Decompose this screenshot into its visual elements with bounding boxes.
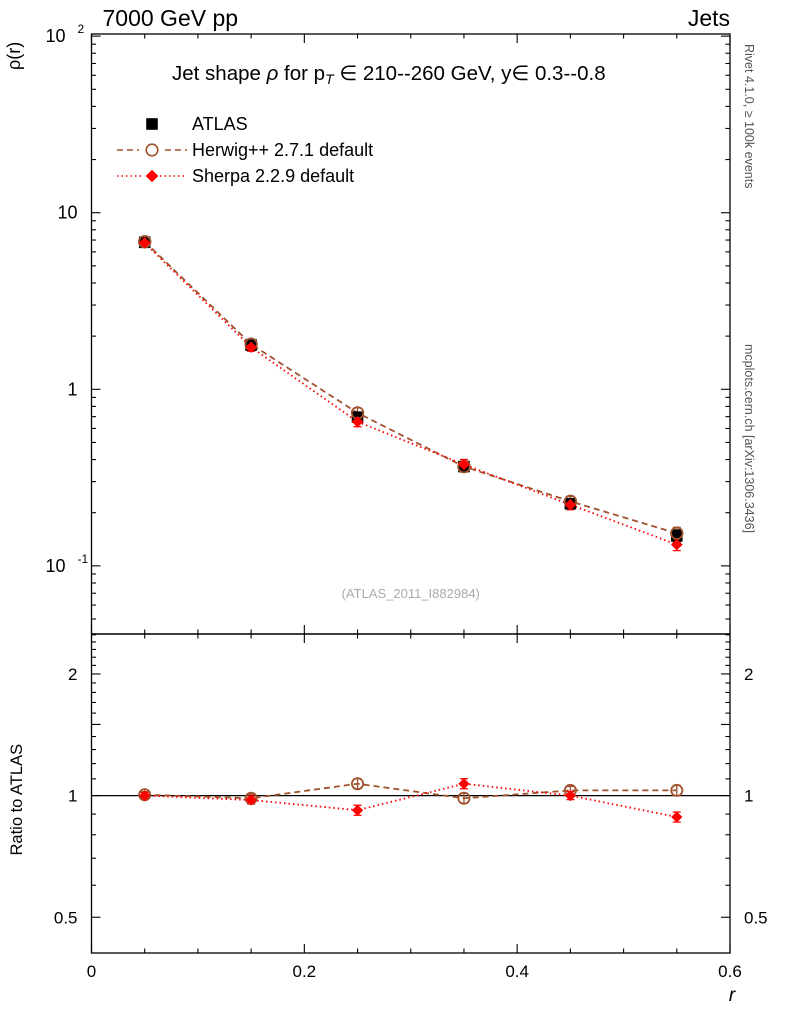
svg-text:ATLAS: ATLAS: [192, 114, 248, 134]
svg-text:(ATLAS_2011_I882984): (ATLAS_2011_I882984): [342, 586, 480, 601]
svg-text:Jet shape ρ for pT ∈ 210--260: Jet shape ρ for pT ∈ 210--260 GeV, y∈ 0.…: [172, 62, 606, 87]
svg-text:0: 0: [87, 962, 96, 981]
svg-text:Sherpa 2.2.9 default: Sherpa 2.2.9 default: [192, 166, 354, 186]
svg-text:2: 2: [744, 665, 753, 684]
svg-text:ρ(r): ρ(r): [4, 42, 24, 70]
svg-text:Ratio to ATLAS: Ratio to ATLAS: [8, 744, 26, 856]
svg-text:Herwig++ 2.7.1 default: Herwig++ 2.7.1 default: [192, 140, 373, 160]
svg-text:Jets: Jets: [688, 5, 730, 31]
svg-text:Rivet 4.1.0, ≥ 100k events: Rivet 4.1.0, ≥ 100k events: [742, 44, 756, 188]
svg-text:mcplots.cern.ch [arXiv:1306.34: mcplots.cern.ch [arXiv:1306.3436]: [742, 344, 756, 533]
svg-text:10: 10: [57, 203, 77, 223]
svg-text:10: 10: [45, 556, 65, 576]
svg-text:0.4: 0.4: [505, 962, 529, 981]
svg-text:7000 GeV pp: 7000 GeV pp: [103, 5, 239, 31]
svg-text:0.2: 0.2: [293, 962, 317, 981]
svg-text:-1: -1: [78, 552, 89, 566]
svg-text:0.6: 0.6: [718, 962, 742, 981]
svg-text:0.5: 0.5: [744, 908, 768, 927]
svg-text:1: 1: [68, 787, 77, 806]
svg-text:1: 1: [744, 787, 753, 806]
svg-text:2: 2: [68, 665, 77, 684]
svg-text:2: 2: [78, 22, 85, 36]
svg-text:0.5: 0.5: [54, 908, 78, 927]
svg-text:r: r: [729, 985, 736, 1006]
svg-text:10: 10: [45, 26, 65, 46]
svg-text:1: 1: [67, 379, 77, 399]
